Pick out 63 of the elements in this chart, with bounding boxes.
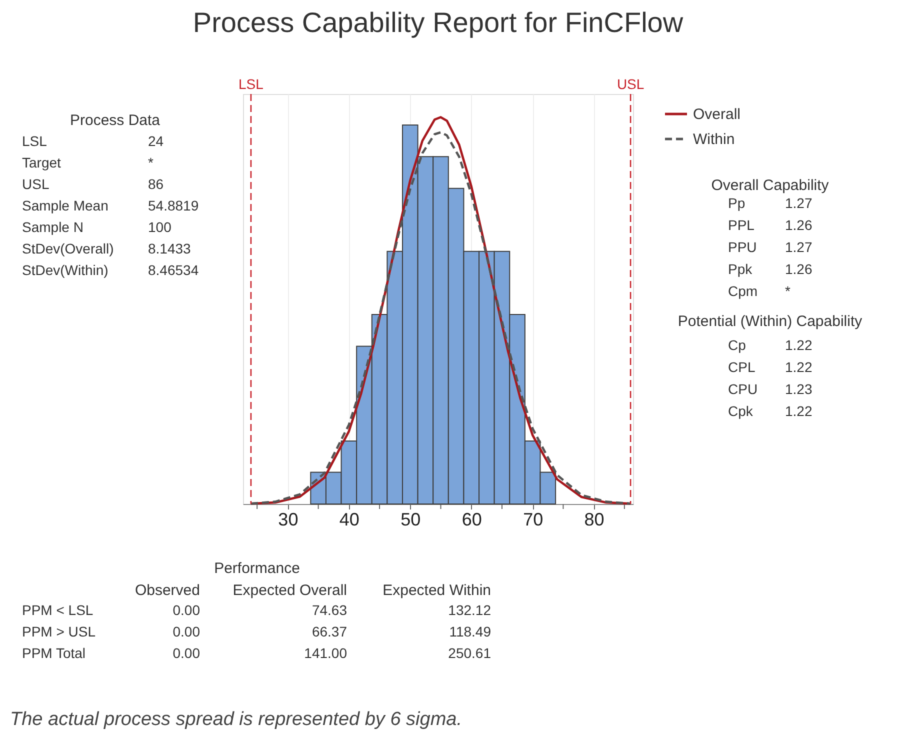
text: The actual process spread is represented by 6 sigma.: [10, 709, 462, 730]
text: 66.37: [312, 624, 348, 640]
text: 1.26: [785, 261, 812, 277]
x-tick-label: 70: [523, 510, 544, 530]
text: *: [785, 283, 791, 299]
text: Expected Within: [382, 582, 491, 599]
text: Ppk: [728, 261, 754, 277]
text: 1.27: [785, 195, 812, 211]
text: 8.46534: [148, 262, 199, 278]
x-tick-label: 50: [400, 510, 421, 530]
text: Cp: [728, 337, 746, 353]
text: Overall Capability: [711, 177, 830, 194]
x-tick-label: 80: [584, 510, 604, 530]
text: PPU: [728, 239, 757, 255]
text: *: [148, 154, 154, 170]
text: Sample Mean: [22, 198, 108, 214]
text: 0.00: [172, 645, 200, 661]
text: 1.22: [785, 359, 812, 375]
text: StDev(Overall): [22, 240, 114, 256]
text: 132.12: [448, 602, 492, 618]
text: StDev(Within): [22, 262, 108, 278]
text: Performance: [214, 560, 300, 577]
text: 1.23: [785, 381, 812, 397]
text: CPL: [728, 359, 756, 375]
text: 74.63: [312, 602, 348, 618]
text: 1.26: [785, 217, 812, 233]
text: 86: [148, 176, 164, 192]
text: Cpk: [728, 403, 754, 419]
text: Sample N: [22, 219, 84, 235]
text: LSL: [22, 133, 48, 149]
text: 250.61: [448, 645, 492, 661]
text: 0.00: [172, 624, 200, 640]
text: Cpm: [728, 283, 758, 299]
text: PPM < LSL: [22, 602, 94, 618]
ref-line-label: USL: [616, 76, 644, 92]
text: 0.00: [172, 602, 200, 618]
text: 141.00: [304, 645, 348, 661]
text: Target: [22, 154, 62, 170]
ref-line-label: LSL: [238, 76, 264, 92]
x-tick-label: 60: [462, 510, 482, 530]
text: 118.49: [449, 624, 492, 640]
text: PPM Total: [22, 645, 86, 661]
text: 8.1433: [148, 240, 192, 256]
chart-title: Process Capability Report for FinCFlow: [192, 7, 684, 38]
legend-label: Overall: [693, 106, 741, 123]
text: 1.22: [785, 337, 812, 353]
text: PPL: [728, 217, 755, 233]
text: Process Data: [70, 112, 161, 129]
text: Pp: [728, 195, 746, 211]
legend-label: Within: [693, 131, 735, 148]
text: 54.8819: [148, 198, 199, 214]
x-tick-label: 40: [339, 510, 360, 530]
text: PPM > USL: [22, 624, 96, 640]
text: 1.27: [785, 239, 812, 255]
text: Potential (Within) Capability: [678, 313, 863, 330]
text: 1.22: [785, 403, 812, 419]
text: 24: [148, 133, 164, 149]
text: CPU: [728, 381, 758, 397]
text: 100: [148, 219, 172, 235]
x-tick-label: 30: [278, 510, 298, 530]
text: Observed: [134, 582, 200, 599]
text: Expected Overall: [232, 582, 347, 599]
text: USL: [22, 176, 50, 192]
